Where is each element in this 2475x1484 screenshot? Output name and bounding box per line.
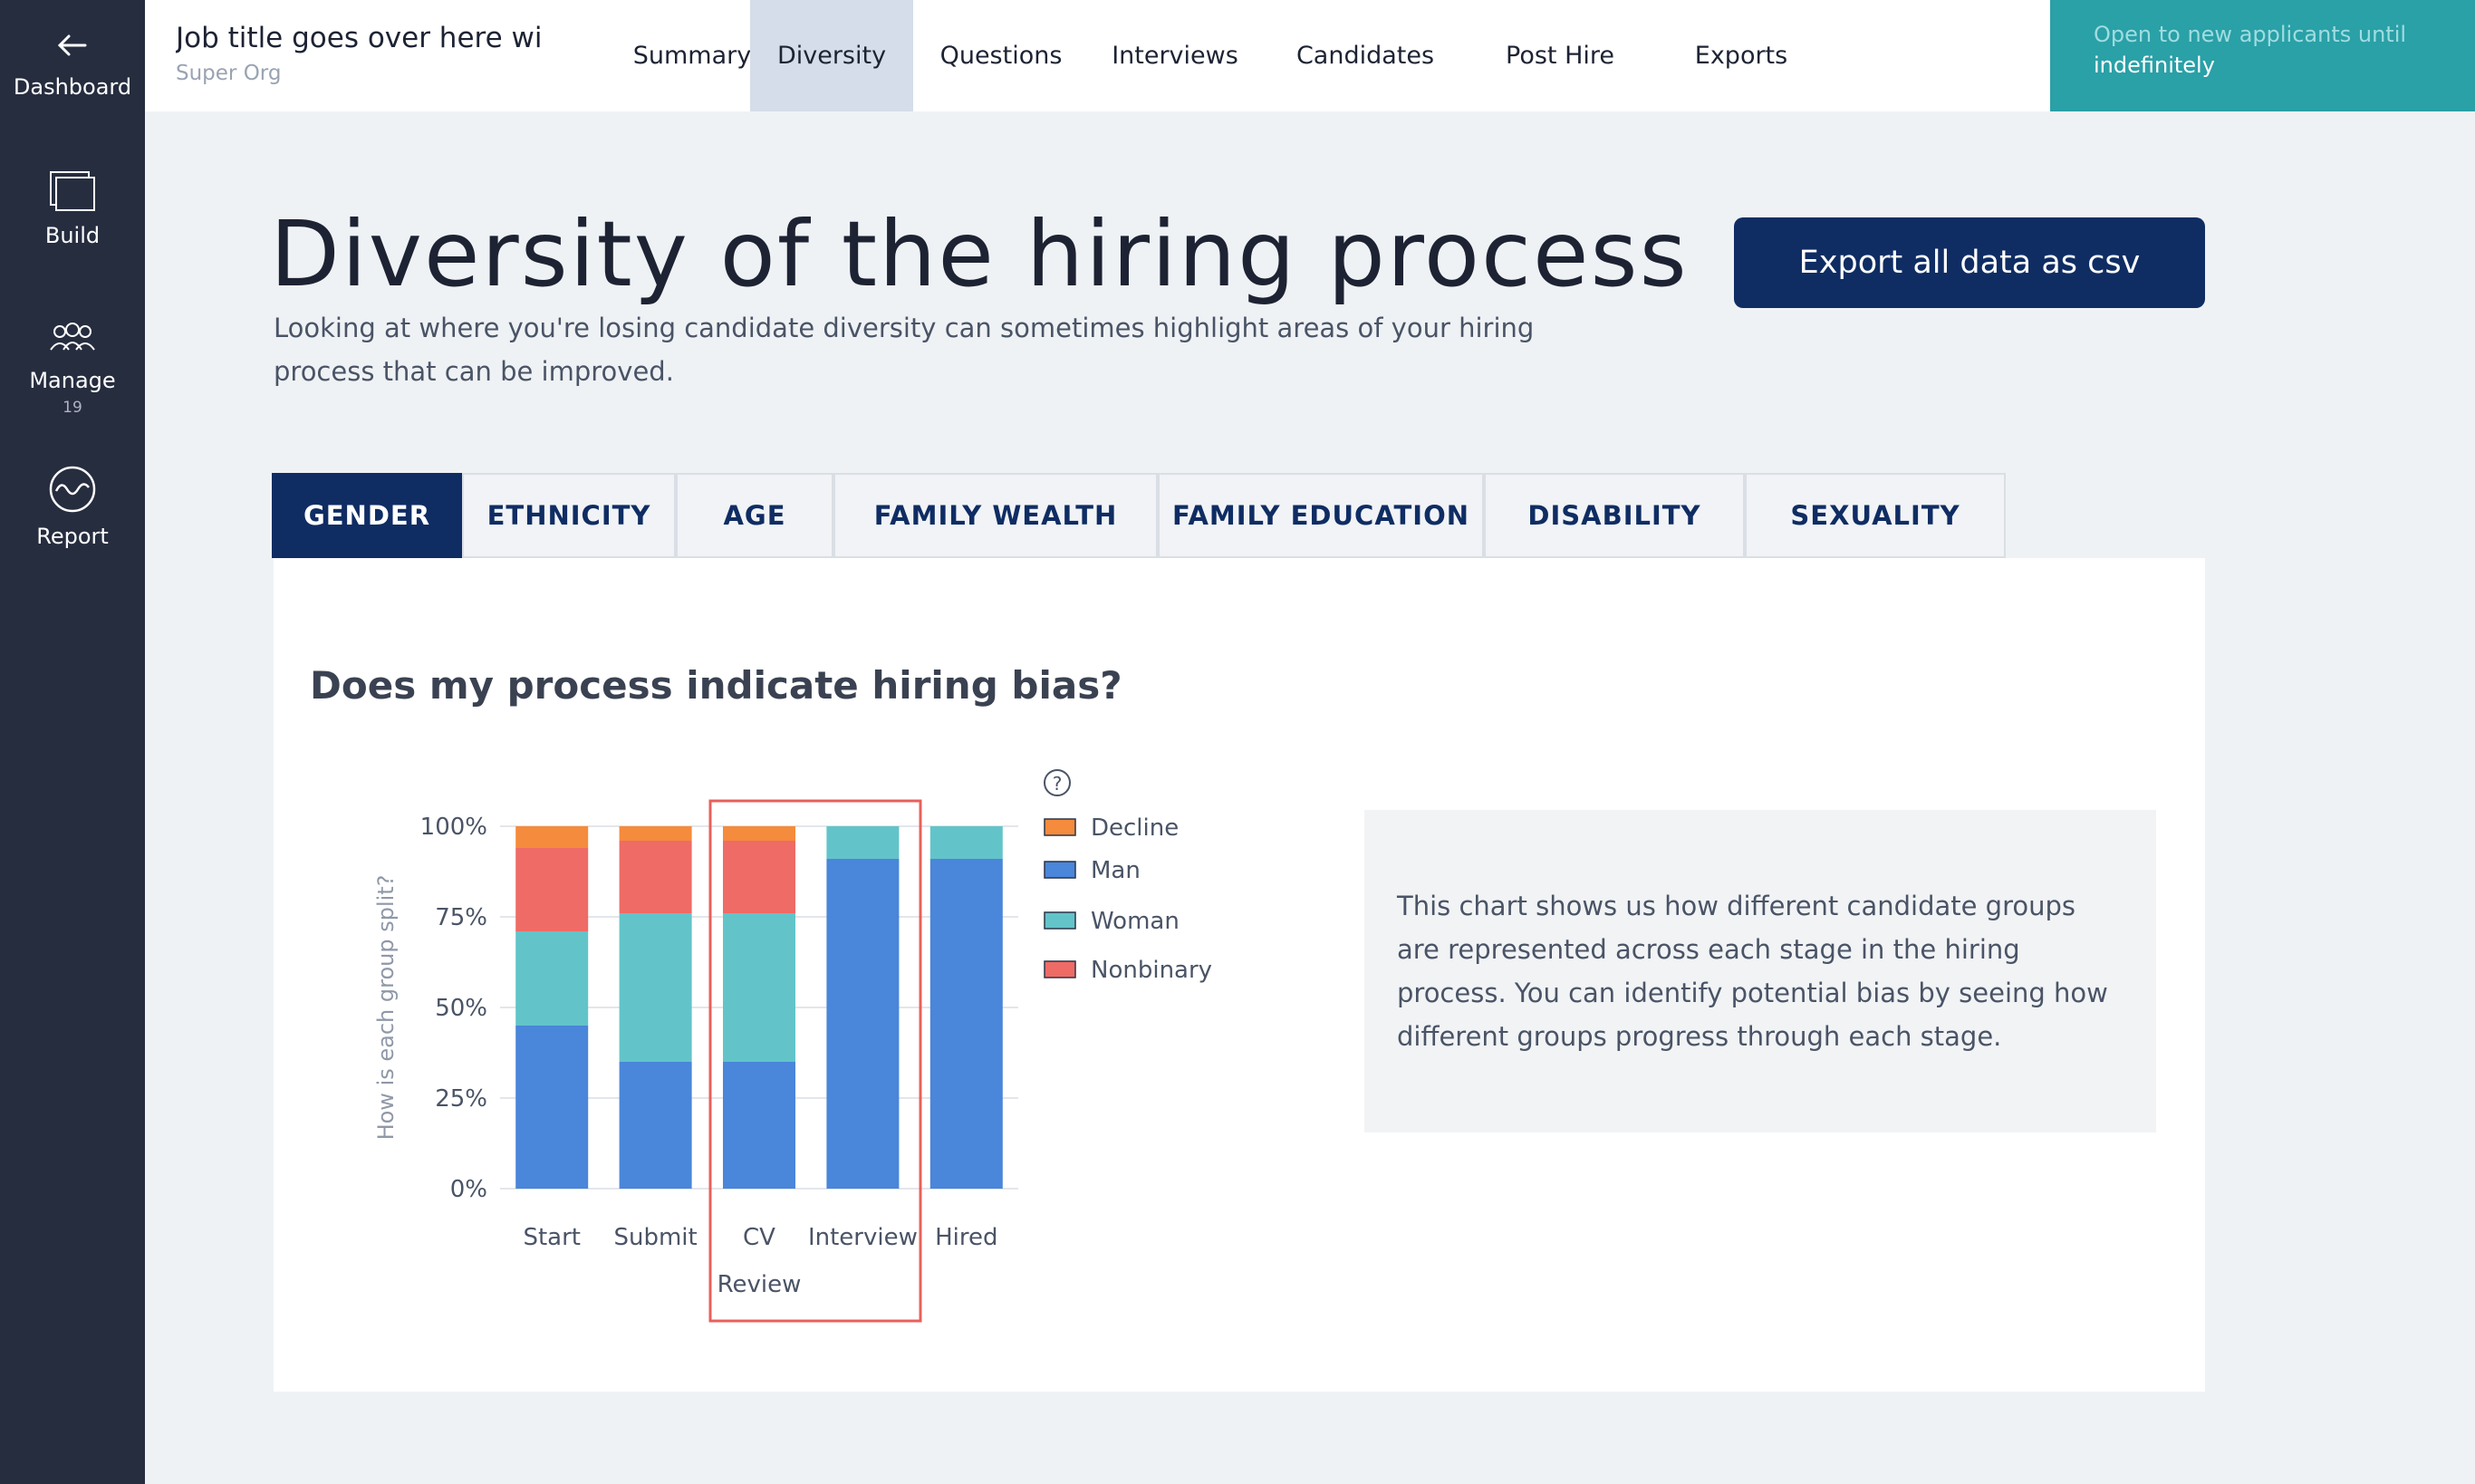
legend-swatch-nonbinary <box>1044 960 1076 978</box>
tab-exports[interactable]: Exports <box>1694 42 1788 70</box>
tab-disability[interactable]: DISABILITY <box>1484 473 1745 558</box>
bar-woman-segment <box>723 913 795 1062</box>
bar-woman-segment <box>515 931 589 1026</box>
wave-icon <box>49 466 96 513</box>
panel-title: Does my process indicate hiring bias? <box>310 663 1122 708</box>
sidebar-item-dashboard[interactable]: Dashboard <box>0 25 145 100</box>
tab-gender[interactable]: GENDER <box>272 473 462 558</box>
tab-interviews[interactable]: Interviews <box>1112 42 1238 70</box>
legend-label-man: Man <box>1091 857 1141 884</box>
legend-label-woman: Woman <box>1091 908 1180 935</box>
help-icon[interactable] <box>1044 769 1071 796</box>
bar-woman-segment <box>929 826 1003 859</box>
legend-swatch-woman <box>1044 911 1076 930</box>
bar-decline-segment <box>619 826 692 841</box>
sidebar-item-build[interactable]: Build <box>0 169 145 248</box>
hiring-bias-chart: 0% 25% 50% 75% 100% How is each group split? S… <box>373 769 1212 1323</box>
sidebar-item-label: Build <box>44 223 101 248</box>
tab-summary[interactable]: Summary <box>632 42 752 70</box>
y-tick-label: 0% <box>450 1176 487 1203</box>
tab-candidates[interactable]: Candidates <box>1295 42 1435 70</box>
x-tick-label: Submit <box>613 1224 697 1251</box>
bar-woman-segment <box>619 913 692 1062</box>
sidebar-item-label: Manage <box>29 368 116 393</box>
bar-decline-segment <box>515 826 589 848</box>
sidebar: Dashboard Build Manage 19 Report <box>0 0 145 1484</box>
bar-woman-segment <box>826 826 900 859</box>
bar-man-segment <box>723 1062 795 1189</box>
tab-age[interactable]: AGE <box>676 473 833 558</box>
organization-name: Super Org <box>176 62 282 85</box>
sidebar-item-label: Dashboard <box>13 74 132 100</box>
x-tick-label: Start <box>523 1224 581 1251</box>
tab-post-hire[interactable]: Post Hire <box>1506 42 1614 70</box>
bar-nonbinary-segment <box>619 841 692 913</box>
sidebar-item-report[interactable]: Report <box>0 464 145 549</box>
legend-swatch-decline <box>1044 818 1076 836</box>
chart-explanation-text: This chart shows us how different candid… <box>1397 891 2108 1052</box>
y-tick-label: 50% <box>435 995 487 1022</box>
gender-panel: Does my process indicate hiring bias? 0%… <box>274 558 2205 1392</box>
legend-label-nonbinary: Nonbinary <box>1091 957 1212 984</box>
open-status-value: indefinitely <box>2094 53 2215 78</box>
tab-sexuality[interactable]: SEXUALITY <box>1745 473 2006 558</box>
top-bar: Job title goes over here wi Super Org Su… <box>145 0 2475 111</box>
y-tick-label: 25% <box>435 1085 487 1113</box>
x-tick-label: Hired <box>935 1224 997 1251</box>
tab-questions[interactable]: Questions <box>939 42 1063 70</box>
bar-man-segment <box>515 1026 589 1189</box>
x-tick-label: Interview <box>808 1224 918 1251</box>
bar-man-segment <box>929 859 1003 1189</box>
x-tick-label: CV <box>743 1224 775 1251</box>
help-icon-glyph: ? <box>1053 773 1063 795</box>
bar-man-segment <box>619 1062 692 1189</box>
tab-family-wealth[interactable]: FAMILY WEALTH <box>833 473 1158 558</box>
windows-icon <box>50 171 95 211</box>
bar-decline-segment <box>723 826 795 841</box>
y-axis-label: How is each group split? <box>373 875 399 1141</box>
tab-family-education[interactable]: FAMILY EDUCATION <box>1158 473 1484 558</box>
manage-count-badge: 19 <box>63 399 82 417</box>
bar-man-segment <box>826 859 900 1189</box>
open-status-label: Open to new applicants until <box>2094 22 2407 47</box>
job-title: Job title goes over here wi <box>176 22 543 54</box>
x-tick-label: Review <box>717 1271 802 1298</box>
bar-nonbinary-segment <box>515 848 589 931</box>
sidebar-item-label: Report <box>36 524 109 549</box>
y-tick-label: 100% <box>420 814 487 841</box>
chart-explanation: This chart shows us how different candid… <box>1364 810 2156 1132</box>
tab-diversity[interactable]: Diversity <box>750 0 913 111</box>
export-csv-button[interactable]: Export all data as csv <box>1734 217 2205 308</box>
sidebar-item-manage[interactable]: Manage 19 <box>0 319 145 417</box>
bar-nonbinary-segment <box>723 841 795 913</box>
arrow-left-icon <box>57 34 87 56</box>
legend-label-decline: Decline <box>1091 814 1179 842</box>
y-tick-label: 75% <box>435 904 487 931</box>
tab-ethnicity[interactable]: ETHNICITY <box>462 473 676 558</box>
page-title: Diversity of the hiring process <box>270 201 1689 307</box>
highlight-box <box>708 799 922 1323</box>
applications-open-status: Open to new applicants until indefinitel… <box>2050 0 2475 111</box>
people-icon <box>50 323 95 351</box>
legend-swatch-man <box>1044 861 1076 879</box>
page-description: Looking at where you're losing candidate… <box>274 313 1535 387</box>
